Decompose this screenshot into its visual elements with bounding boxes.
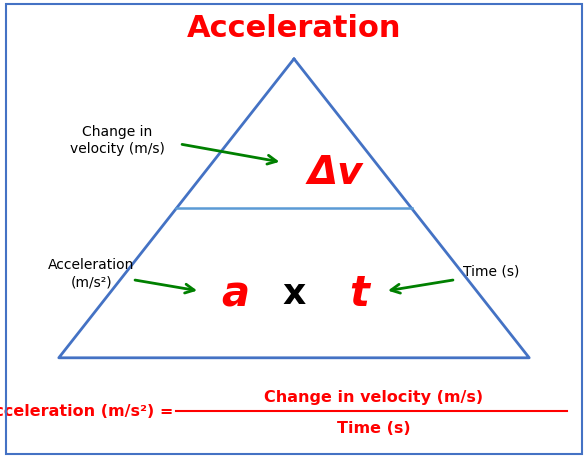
Text: Change in velocity (m/s): Change in velocity (m/s) [264, 390, 483, 404]
Text: x: x [282, 277, 306, 311]
Text: Time (s): Time (s) [463, 264, 519, 278]
Text: Acceleration: Acceleration [187, 14, 401, 43]
Text: a: a [221, 273, 249, 315]
Text: Acceleration (m/s²) =: Acceleration (m/s²) = [0, 403, 173, 418]
Text: Δv: Δv [308, 153, 363, 191]
Text: Acceleration
(m/s²): Acceleration (m/s²) [48, 257, 134, 289]
Text: t: t [349, 273, 369, 315]
Text: Time (s): Time (s) [336, 420, 410, 435]
Text: Change in
velocity (m/s): Change in velocity (m/s) [70, 124, 165, 156]
